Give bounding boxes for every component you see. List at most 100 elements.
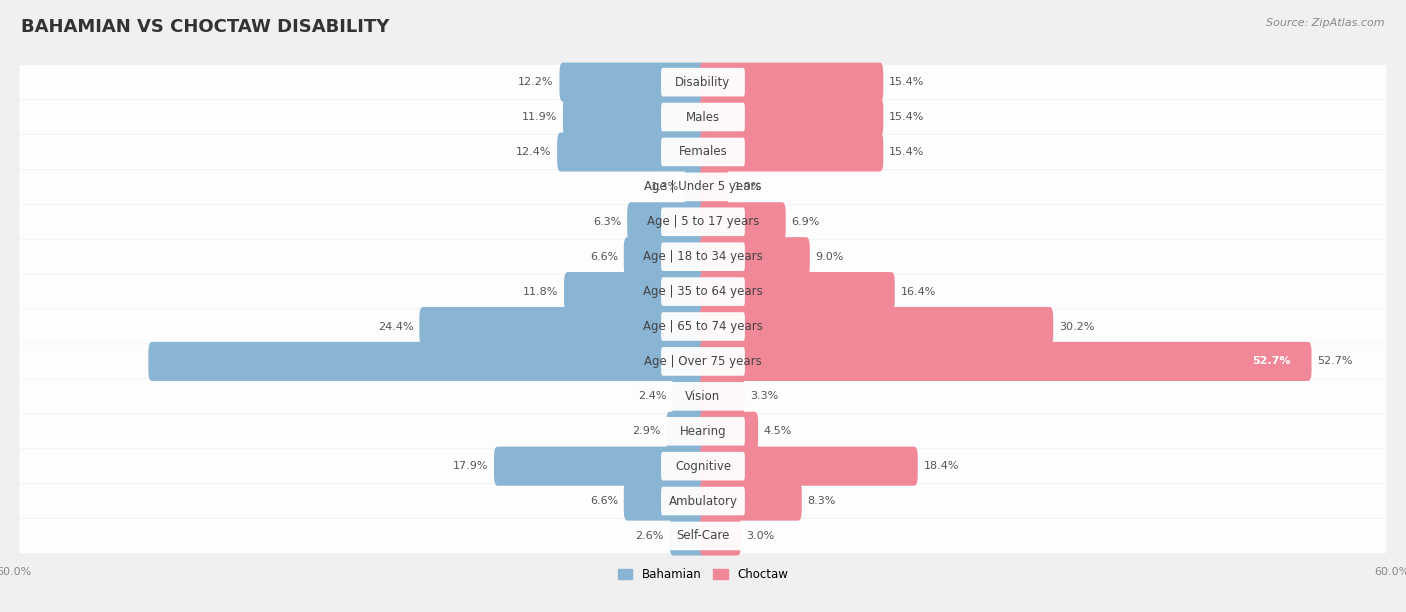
FancyBboxPatch shape — [661, 173, 745, 201]
Text: 17.9%: 17.9% — [453, 461, 488, 471]
FancyBboxPatch shape — [700, 62, 883, 102]
Text: 15.4%: 15.4% — [889, 147, 924, 157]
Text: 11.9%: 11.9% — [522, 112, 557, 122]
FancyBboxPatch shape — [700, 377, 744, 416]
Text: 1.3%: 1.3% — [651, 182, 679, 192]
FancyBboxPatch shape — [661, 138, 745, 166]
FancyBboxPatch shape — [700, 447, 918, 486]
FancyBboxPatch shape — [20, 310, 1386, 343]
FancyBboxPatch shape — [557, 132, 706, 171]
FancyBboxPatch shape — [149, 342, 706, 381]
FancyBboxPatch shape — [20, 484, 1386, 518]
Text: 2.6%: 2.6% — [636, 531, 664, 541]
Text: Age | Over 75 years: Age | Over 75 years — [644, 355, 762, 368]
Text: 15.4%: 15.4% — [889, 112, 924, 122]
FancyBboxPatch shape — [20, 345, 1386, 379]
FancyBboxPatch shape — [661, 207, 745, 236]
FancyBboxPatch shape — [661, 417, 745, 446]
FancyBboxPatch shape — [700, 237, 810, 276]
Text: Source: ZipAtlas.com: Source: ZipAtlas.com — [1267, 18, 1385, 28]
Text: Males: Males — [686, 111, 720, 124]
FancyBboxPatch shape — [700, 517, 741, 556]
FancyBboxPatch shape — [20, 170, 1386, 204]
Text: 24.4%: 24.4% — [378, 321, 413, 332]
Text: 6.6%: 6.6% — [589, 252, 619, 262]
FancyBboxPatch shape — [685, 167, 706, 206]
FancyBboxPatch shape — [672, 377, 706, 416]
Text: Cognitive: Cognitive — [675, 460, 731, 472]
FancyBboxPatch shape — [661, 312, 745, 341]
FancyBboxPatch shape — [661, 68, 745, 97]
Text: Age | Under 5 years: Age | Under 5 years — [644, 181, 762, 193]
Text: Females: Females — [679, 146, 727, 159]
FancyBboxPatch shape — [700, 307, 1053, 346]
Text: 18.4%: 18.4% — [924, 461, 959, 471]
Text: Disability: Disability — [675, 76, 731, 89]
Text: Age | 65 to 74 years: Age | 65 to 74 years — [643, 320, 763, 333]
Text: Hearing: Hearing — [679, 425, 727, 438]
FancyBboxPatch shape — [661, 277, 745, 306]
Text: 3.3%: 3.3% — [749, 391, 779, 401]
FancyBboxPatch shape — [661, 242, 745, 271]
Text: Age | 18 to 34 years: Age | 18 to 34 years — [643, 250, 763, 263]
Text: 8.3%: 8.3% — [807, 496, 835, 506]
FancyBboxPatch shape — [419, 307, 706, 346]
FancyBboxPatch shape — [494, 447, 706, 486]
FancyBboxPatch shape — [627, 202, 706, 241]
FancyBboxPatch shape — [700, 97, 883, 136]
Text: Vision: Vision — [685, 390, 721, 403]
FancyBboxPatch shape — [661, 521, 745, 550]
Text: 3.0%: 3.0% — [747, 531, 775, 541]
FancyBboxPatch shape — [20, 275, 1386, 308]
FancyBboxPatch shape — [661, 487, 745, 515]
Text: BAHAMIAN VS CHOCTAW DISABILITY: BAHAMIAN VS CHOCTAW DISABILITY — [21, 18, 389, 36]
Text: Age | 35 to 64 years: Age | 35 to 64 years — [643, 285, 763, 298]
FancyBboxPatch shape — [700, 167, 728, 206]
FancyBboxPatch shape — [700, 342, 1312, 381]
FancyBboxPatch shape — [666, 412, 706, 451]
Text: 1.9%: 1.9% — [734, 182, 762, 192]
FancyBboxPatch shape — [661, 382, 745, 411]
Text: 2.9%: 2.9% — [633, 426, 661, 436]
Text: 52.7%: 52.7% — [1253, 356, 1291, 367]
FancyBboxPatch shape — [700, 482, 801, 521]
FancyBboxPatch shape — [20, 519, 1386, 553]
FancyBboxPatch shape — [564, 272, 706, 311]
Legend: Bahamian, Choctaw: Bahamian, Choctaw — [613, 563, 793, 586]
FancyBboxPatch shape — [20, 135, 1386, 169]
FancyBboxPatch shape — [700, 132, 883, 171]
Text: 4.5%: 4.5% — [763, 426, 792, 436]
FancyBboxPatch shape — [700, 202, 786, 241]
FancyBboxPatch shape — [20, 100, 1386, 134]
Text: 11.8%: 11.8% — [523, 286, 558, 297]
Text: Age | 5 to 17 years: Age | 5 to 17 years — [647, 215, 759, 228]
FancyBboxPatch shape — [20, 379, 1386, 414]
FancyBboxPatch shape — [20, 204, 1386, 239]
Text: 30.2%: 30.2% — [1059, 321, 1094, 332]
Text: 2.4%: 2.4% — [638, 391, 666, 401]
FancyBboxPatch shape — [624, 482, 706, 521]
Text: 6.6%: 6.6% — [589, 496, 619, 506]
Text: Self-Care: Self-Care — [676, 529, 730, 542]
FancyBboxPatch shape — [700, 272, 894, 311]
FancyBboxPatch shape — [20, 414, 1386, 449]
FancyBboxPatch shape — [560, 62, 706, 102]
FancyBboxPatch shape — [669, 517, 706, 556]
Text: 12.2%: 12.2% — [519, 77, 554, 87]
Text: 6.9%: 6.9% — [792, 217, 820, 227]
Text: 6.3%: 6.3% — [593, 217, 621, 227]
FancyBboxPatch shape — [661, 103, 745, 132]
FancyBboxPatch shape — [700, 412, 758, 451]
FancyBboxPatch shape — [20, 65, 1386, 99]
Text: Ambulatory: Ambulatory — [668, 494, 738, 507]
FancyBboxPatch shape — [20, 449, 1386, 483]
Text: 15.4%: 15.4% — [889, 77, 924, 87]
Text: 9.0%: 9.0% — [815, 252, 844, 262]
FancyBboxPatch shape — [20, 239, 1386, 274]
Text: 52.7%: 52.7% — [1317, 356, 1353, 367]
FancyBboxPatch shape — [661, 452, 745, 480]
FancyBboxPatch shape — [624, 237, 706, 276]
Text: 12.4%: 12.4% — [516, 147, 551, 157]
Text: 16.4%: 16.4% — [900, 286, 936, 297]
FancyBboxPatch shape — [661, 347, 745, 376]
